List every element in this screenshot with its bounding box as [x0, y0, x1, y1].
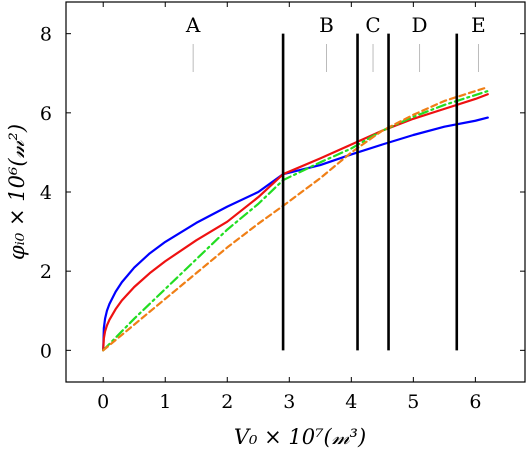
series-line-4: [102, 85, 489, 352]
region-label-e: E: [471, 13, 486, 37]
series-lines: [102, 85, 489, 352]
series-line-1: [102, 116, 489, 352]
y-tick-label: 4: [40, 182, 52, 204]
x-tick-label: 1: [159, 391, 171, 413]
x-tick-label: 0: [97, 391, 109, 413]
region-markers: A B C D E: [185, 13, 486, 72]
series-line-2: [102, 93, 489, 352]
y-axis-label: φᵢ₀ × 10⁶(𝓂²): [5, 124, 29, 260]
series-line-3: [102, 89, 489, 352]
region-label-c: C: [365, 13, 380, 37]
y-tick-label: 2: [40, 261, 52, 283]
x-tick-label: 4: [345, 391, 357, 413]
region-label-b: B: [319, 13, 334, 37]
region-label-d: D: [412, 13, 428, 37]
y-tick-label: 0: [40, 340, 52, 362]
x-tick-label: 6: [469, 391, 481, 413]
x-tick-label: 3: [283, 391, 295, 413]
x-tick-labels: 0 1 2 3 4 5 6: [97, 391, 481, 413]
x-tick-label: 2: [221, 391, 233, 413]
y-tick-labels: 0 2 4 6 8: [40, 24, 52, 363]
y-tick-label: 8: [40, 24, 52, 46]
x-tick-label: 5: [407, 391, 419, 413]
boundary-lines: [281, 33, 459, 351]
y-tick-label: 6: [40, 103, 52, 125]
x-axis-label: V₀ × 10⁷(𝓂³): [234, 425, 366, 449]
region-label-a: A: [185, 13, 201, 37]
axis-ticks: [66, 2, 525, 382]
